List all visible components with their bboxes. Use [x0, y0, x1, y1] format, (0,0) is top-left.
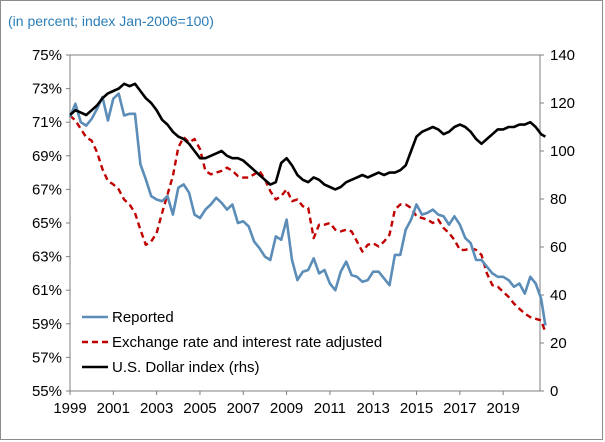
- series-line-1: [69, 114, 547, 333]
- x-tick-label: 2005: [183, 400, 216, 417]
- y-right-tick-label: 20: [550, 335, 567, 352]
- legend: Reported Exchange rate and interest rate …: [82, 309, 382, 376]
- y-left-tick-label: 71%: [32, 114, 62, 131]
- y-right-tick-label: 120: [550, 95, 575, 112]
- legend-label: U.S. Dollar index (rhs): [112, 359, 260, 376]
- x-tick-label: 2017: [443, 400, 476, 417]
- x-tick-label: 2019: [486, 400, 519, 417]
- y-left-tick-label: 55%: [32, 383, 62, 400]
- y-left-tick-label: 69%: [32, 148, 62, 165]
- y-right-tick-label: 100: [550, 143, 575, 160]
- y-right-tick-label: 40: [550, 287, 567, 304]
- x-axis: 1999 2001 2003 2005 2007 2009 2011 2013 2015 2017…: [53, 391, 520, 417]
- series-line-0: [68, 92, 547, 326]
- y-left-tick-label: 63%: [32, 249, 62, 266]
- y-left-tick-label: 75%: [32, 47, 62, 64]
- y-left-tick-label: 73%: [32, 81, 62, 98]
- chart-subtitle: (in percent; index Jan-2006=100): [8, 13, 214, 29]
- x-tick-label: 2015: [400, 400, 433, 417]
- y-axis-right: 0 20 40 60 80 100 120 140: [540, 47, 575, 400]
- legend-label: Exchange rate and interest rate adjusted: [112, 334, 382, 351]
- y-left-tick-label: 65%: [32, 215, 62, 232]
- x-tick-label: 2011: [314, 400, 346, 417]
- legend-label: Reported: [112, 309, 174, 326]
- y-left-tick-label: 57%: [32, 349, 62, 366]
- y-left-tick-label: 61%: [32, 282, 62, 299]
- x-tick-label: 2003: [140, 400, 173, 417]
- series-layer: [68, 82, 547, 333]
- x-tick-label: 1999: [53, 400, 86, 417]
- y-left-tick-label: 67%: [32, 181, 62, 198]
- y-right-tick-label: 0: [550, 383, 558, 400]
- x-tick-label: 2009: [270, 400, 303, 417]
- y-left-tick-label: 59%: [32, 316, 62, 333]
- y-right-tick-label: 60: [550, 239, 567, 256]
- y-axis-left: 55% 57% 59% 61% 63% 65% 67% 69% 71% 73% 75%: [32, 47, 70, 400]
- x-tick-label: 2013: [357, 400, 390, 417]
- y-right-tick-label: 80: [550, 191, 567, 208]
- x-tick-label: 2007: [227, 400, 260, 417]
- y-right-tick-label: 140: [550, 47, 575, 64]
- x-tick-label: 2001: [97, 400, 130, 417]
- series-line-2: [69, 82, 547, 191]
